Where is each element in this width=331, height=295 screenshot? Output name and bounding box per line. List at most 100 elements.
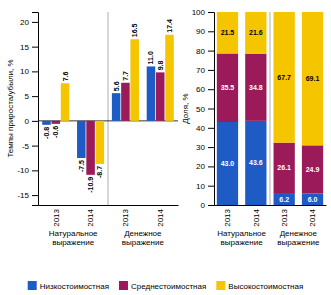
y-tick-label: 10 — [196, 182, 205, 191]
data-label: 7.6 — [62, 71, 69, 81]
x-axis-line — [215, 205, 327, 206]
x-tick: 2014 — [86, 208, 95, 226]
y-tick-mark — [32, 170, 38, 171]
y-tick: 60 — [196, 85, 214, 94]
y-tick-mark — [208, 12, 214, 13]
y-tick-label: 80 — [196, 47, 205, 56]
x-tick: 2014 — [308, 208, 317, 226]
data-label: 43.6 — [249, 159, 263, 166]
bar — [156, 72, 165, 120]
chart-svg: -15 -10 -5 0 5 10 15 20 2013 2014 2013 2014 Темпы пр… — [0, 0, 331, 295]
x-axis-line — [39, 205, 179, 206]
data-label: 24.9 — [306, 166, 320, 173]
data-label: 26.1 — [277, 164, 291, 171]
x-tick-label: 2014 — [86, 208, 95, 226]
legend-item: Среднестоимостная — [119, 281, 206, 291]
y-axis-line — [32, 13, 39, 206]
y-tick-mark — [32, 146, 38, 147]
bar-segment — [217, 53, 238, 122]
data-label: 6.0 — [308, 196, 318, 203]
y-tick-mark — [208, 205, 214, 206]
x-tick: 2013 — [280, 208, 289, 226]
y-tick-mark — [208, 109, 214, 110]
y-tick-label: -15 — [17, 191, 29, 200]
y-tick-mark — [208, 186, 214, 187]
y-axis-line — [208, 13, 215, 206]
y-tick-mark — [32, 71, 38, 72]
data-label: -10.9 — [87, 177, 94, 193]
x-tick: 2014 — [156, 208, 165, 226]
x-tick-label: 2013 — [121, 208, 130, 226]
bar-segment — [302, 193, 323, 205]
data-label: 7.7 — [122, 71, 129, 81]
legend-item: Высокостоимостная — [216, 281, 303, 291]
data-label: 16.5 — [131, 23, 138, 37]
category-group-label: Натуральноевыражение — [49, 229, 98, 247]
y-tick-label: 70 — [196, 66, 205, 75]
y-tick-label: 10 — [20, 67, 29, 76]
y-tick: 20 — [20, 18, 38, 27]
bar — [112, 93, 121, 121]
category-group-label: Денежноевыражение — [122, 229, 165, 247]
bar-segment — [302, 12, 323, 145]
panel-0: -15 -10 -5 0 5 10 15 20 2013 2014 2013 2014 Темпы пр… — [6, 12, 178, 247]
legend-swatch — [119, 281, 128, 290]
y-tick: -5 — [22, 142, 38, 151]
y-tick-label: 50 — [196, 105, 205, 114]
category-group-label-line: выражение — [221, 238, 264, 247]
x-tick-label: 2014 — [252, 208, 261, 226]
y-tick-mark — [208, 166, 214, 167]
x-tick-label: 2014 — [308, 208, 317, 226]
category-group-label-line: выражение — [52, 238, 95, 247]
y-tick: 15 — [20, 43, 38, 52]
y-tick: 0 — [25, 117, 38, 126]
bars — [217, 12, 323, 205]
x-tick: 2014 — [252, 208, 261, 226]
data-label: 35.5 — [221, 84, 235, 91]
y-tick-mark — [208, 31, 214, 32]
bar — [77, 121, 86, 158]
bar-segment — [217, 12, 238, 53]
bar — [165, 35, 174, 121]
group-separator — [108, 12, 109, 205]
y-tick: 90 — [196, 27, 214, 36]
bar-segment — [274, 143, 295, 193]
y-tick-label: 0 — [25, 117, 30, 126]
data-label: 5.6 — [113, 81, 120, 91]
legend-swatch — [216, 281, 225, 290]
y-tick-label: -5 — [22, 142, 30, 151]
data-label: 9.8 — [157, 61, 164, 71]
data-labels: 43.043.66.26.035.534.826.124.921.521.667… — [221, 29, 320, 202]
bar-segment — [245, 54, 266, 121]
y-tick: 50 — [196, 105, 214, 114]
y-tick-mark — [208, 51, 214, 52]
y-tick-label: 20 — [196, 162, 205, 171]
y-tick: 5 — [25, 92, 38, 101]
bar-segment — [302, 145, 323, 193]
x-tick-label: 2014 — [156, 208, 165, 226]
y-tick-mark — [32, 195, 38, 196]
x-tick-label: 2013 — [223, 208, 232, 226]
y-tick-label: -10 — [17, 166, 29, 175]
x-tick: 2013 — [121, 208, 130, 226]
y-tick: -15 — [17, 191, 38, 200]
bar — [121, 83, 130, 121]
bar-segment — [274, 12, 295, 143]
data-label: 11.0 — [147, 51, 154, 64]
y-tick-mark — [32, 47, 38, 48]
y-tick-mark — [208, 147, 214, 148]
y-tick-label: 0 — [201, 201, 206, 210]
category-group-label-line: Натуральное — [217, 229, 266, 238]
legend-label: Низкостоимостная — [40, 282, 109, 291]
x-tick-label: 2013 — [52, 208, 61, 226]
data-label: 34.8 — [249, 84, 263, 91]
legend: Низкостоимостная Среднестоимостная Высокос… — [28, 281, 304, 291]
y-axis: 0102030405060708090100 — [192, 8, 215, 210]
y-tick: 10 — [20, 67, 38, 76]
y-tick: -10 — [17, 166, 38, 175]
y-tick-mark — [32, 96, 38, 97]
y-axis-title: Темпы прироста/убыли, % — [6, 59, 15, 157]
panel-1: 01020304050607080901002013201420132014До… — [181, 8, 327, 247]
legend-label: Среднестоимостная — [131, 282, 206, 291]
y-tick-label: 100 — [192, 8, 206, 17]
